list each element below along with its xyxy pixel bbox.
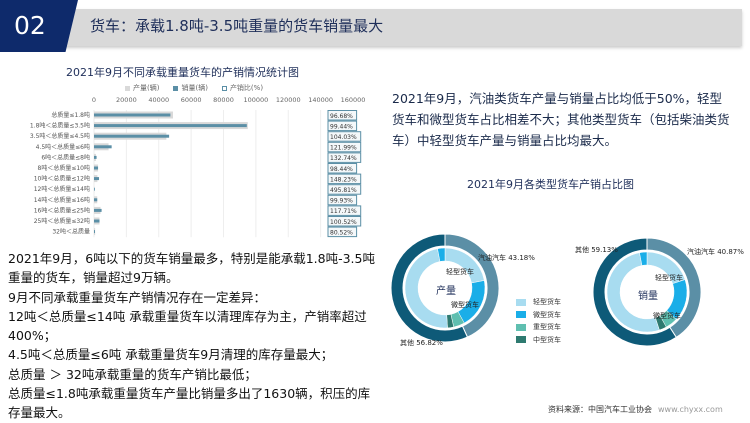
bar-sales	[94, 198, 97, 201]
ratio-label: 132.74%	[330, 155, 357, 162]
right-text: 2021年9月，汽油类货车产量与销量占比均低于50%，轻型货车和微型货车占比相差…	[392, 88, 732, 151]
inner-label-light: 轻型货车	[446, 267, 474, 277]
bar-sales	[94, 220, 100, 223]
bar-sales	[94, 230, 95, 233]
category-label: 6吨＜总质量≤8吨	[41, 153, 90, 161]
bar-sales	[94, 156, 97, 159]
ratio-label: 121.99%	[330, 145, 357, 152]
category-label: 4.5吨＜总质量≤6吨	[36, 143, 90, 151]
bar-sales	[94, 145, 112, 148]
legend-light: 轻型货车	[516, 296, 561, 309]
label-gasoline-sales: 汽油汽车 40.87%	[687, 247, 744, 257]
category-label: 1.8吨＜总质量≤3.5吨	[30, 122, 90, 130]
ratio-label: 99.44%	[330, 123, 353, 130]
x-tick-label: 160000	[341, 96, 366, 104]
source-site: www.chyxx.com	[658, 405, 723, 414]
legend-heavy: 重型货车	[516, 321, 561, 334]
ratio-label: 96.68%	[330, 113, 353, 120]
category-label: 32吨＜总质量	[52, 228, 90, 236]
x-tick-label: 120000	[276, 96, 301, 104]
para: 2021年9月，6吨以下的货车销量最多，特别是能承载1.8吨-3.5吨重量的货车…	[8, 249, 378, 288]
category-label: 10吨＜总质量≤12吨	[34, 175, 90, 183]
category-label: 3.5吨＜总质量≤4.5吨	[30, 132, 90, 140]
bar-sales	[94, 188, 95, 191]
bar-sales	[94, 177, 99, 180]
center-label-production: 产量	[436, 282, 456, 297]
label-other-sales: 其他 59.13%	[575, 245, 618, 255]
category-label: 12吨＜总质量≤14吨	[34, 185, 90, 193]
category-label: 16吨＜总质量≤25吨	[34, 206, 90, 214]
inner-label-micro: 微型货车	[653, 311, 681, 321]
bar-sales	[94, 167, 98, 170]
bar-chart-title: 2021年9月不同承载重量货车的产销情况统计图	[66, 64, 299, 80]
bar-chart: 0 20000 40000 60000 80000 100000 120000 140000 1…	[0, 90, 380, 245]
ratio-label: 495.81%	[330, 187, 357, 194]
donut-chart-title: 2021年9月各类型货车产销占比图	[467, 176, 634, 192]
inner-label-micro: 微型货车	[451, 300, 479, 310]
ratio-label: 100.52%	[330, 219, 357, 226]
ratio-label: 98.44%	[330, 166, 353, 173]
label-other-production: 其他 56.82%	[400, 338, 443, 348]
para: 总质量≤1.8吨承载重量货车产量比销量多出了1630辆，积压的库存量最大。	[8, 384, 378, 423]
legend-micro: 微型货车	[516, 309, 561, 322]
ratio-label: 104.03%	[330, 134, 357, 141]
donut-legend: 轻型货车 微型货车 重型货车 中型货车	[516, 296, 561, 346]
para: 12吨＜总质量≤14吨 承载重量货车以清理库存为主，产销率超过400%；	[8, 307, 378, 346]
inner-label-light: 轻型货车	[655, 273, 683, 283]
x-tick-label: 20000	[116, 96, 137, 104]
x-tick-label: 140000	[308, 96, 333, 104]
x-tick-label: 80000	[213, 96, 234, 104]
category-label: 25吨＜总质量≤32吨	[34, 217, 90, 225]
x-tick-label: 40000	[148, 96, 169, 104]
category-label: 14吨＜总质量≤16吨	[34, 196, 90, 204]
ratio-label: 117.71%	[330, 208, 357, 215]
section-number: 02	[0, 0, 78, 52]
left-text: 2021年9月，6吨以下的货车销量最多，特别是能承载1.8吨-3.5吨重量的货车…	[8, 249, 378, 423]
bar-sales	[94, 135, 169, 138]
category-label: 总质量≤1.8吨	[51, 111, 90, 119]
bar-sales	[94, 124, 247, 127]
bar-sales	[94, 209, 102, 212]
x-tick-label: 100000	[243, 96, 268, 104]
ratio-label: 148.23%	[330, 176, 357, 183]
ratio-label: 80.52%	[330, 229, 353, 236]
para: 4.5吨＜总质量≤6吨 承载重量货车9月清理的库存量最大；	[8, 345, 378, 364]
label-gasoline-production: 汽油汽车 43.18%	[478, 253, 535, 263]
x-tick-label: 0	[92, 96, 96, 104]
bar-sales	[94, 114, 170, 117]
para: 9月不同承载重量货车产销情况存在一定差异：	[8, 288, 378, 307]
para: 总质量 ＞ 32吨承载重量的货车产销比最低；	[8, 365, 378, 384]
x-tick-label: 60000	[181, 96, 202, 104]
legend-medium: 中型货车	[516, 334, 561, 347]
category-label: 8吨＜总质量≤10吨	[38, 164, 90, 172]
ratio-label: 99.93%	[330, 198, 353, 205]
page-title: 货车：承载1.8吨-3.5吨重量的货车销量最大	[90, 15, 383, 36]
center-label-sales: 销量	[638, 287, 658, 302]
